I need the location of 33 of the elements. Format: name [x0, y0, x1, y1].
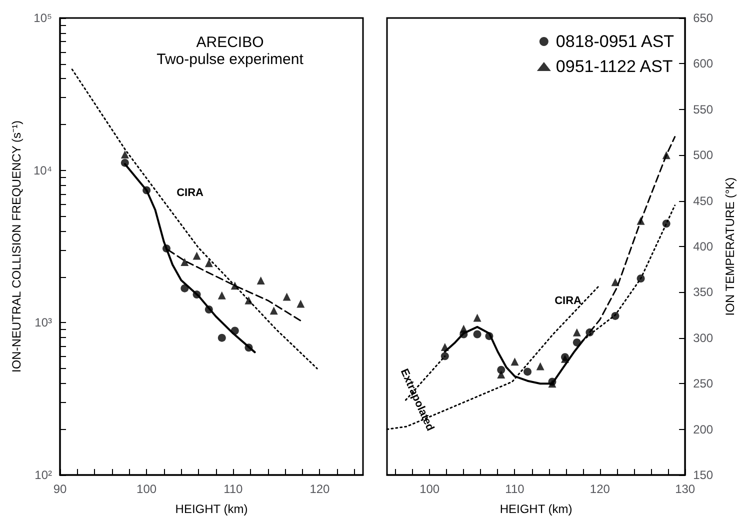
text: ARECIBO — [196, 34, 264, 51]
x-tick-label: 120 — [590, 482, 610, 496]
y-tick-label: 10⁴ — [33, 163, 52, 178]
y2-tick-label: 450 — [693, 194, 714, 208]
legend-label: 0818-0951 AST — [556, 32, 674, 51]
x-tick-label: 100 — [136, 482, 157, 496]
x-tick-label: 100 — [420, 482, 440, 496]
y2-tick-label: 400 — [693, 240, 714, 254]
y2-tick-label: 350 — [693, 285, 714, 300]
x-tick-label: 110 — [505, 482, 525, 496]
x-axis-title: HEIGHT (km) — [500, 502, 572, 516]
y2-tick-label: 600 — [693, 56, 714, 71]
y2-tick-label: 300 — [693, 330, 714, 345]
y-tick-label: 10² — [34, 468, 52, 482]
y2-tick-label: 650 — [693, 11, 714, 25]
y2-tick-label: 500 — [693, 148, 714, 162]
x-tick-label: 120 — [310, 482, 330, 496]
y2-axis-title: ION TEMPERATURE (°K) — [723, 177, 737, 316]
y-tick-label: 10³ — [34, 316, 52, 330]
y-axis-title: ION-NEUTRAL COLLISION FREQUENCY (s⁻¹) — [10, 120, 24, 373]
text: Two-pulse experiment — [156, 51, 304, 68]
y-tick-label: 10⁵ — [34, 11, 52, 25]
x-tick-label: 130 — [675, 482, 696, 496]
annotation: CIRA — [176, 187, 204, 199]
y2-tick-label: 250 — [693, 376, 714, 391]
x-tick-label: 110 — [224, 482, 244, 496]
y2-tick-label: 200 — [693, 422, 714, 436]
legend-label: 0951-1122 AST — [556, 57, 673, 76]
y2-tick-label: 550 — [693, 102, 714, 116]
x-tick-label: 90 — [53, 482, 67, 496]
y2-tick-label: 150 — [693, 468, 714, 482]
annotation: CIRA — [554, 295, 582, 307]
x-axis-title: HEIGHT (km) — [175, 502, 248, 516]
